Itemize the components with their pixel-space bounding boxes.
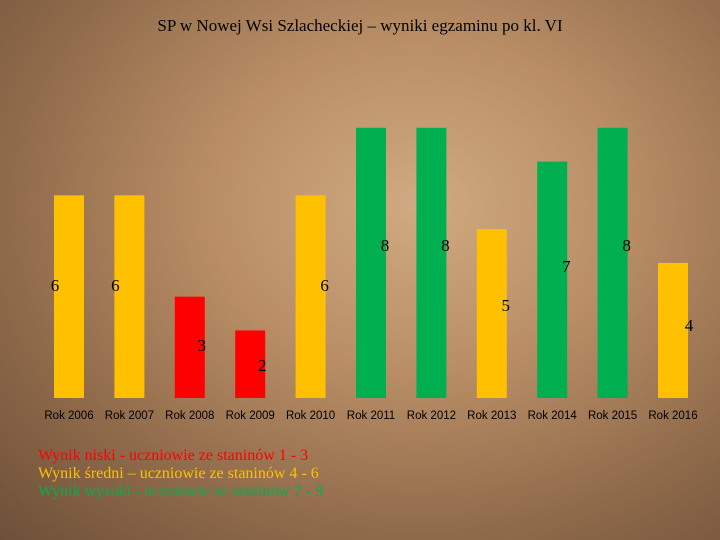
chart-title: SP w Nowej Wsi Szlacheckiej – wyniki egz… — [157, 16, 563, 35]
data-label: 6 — [320, 276, 329, 295]
x-tick-labels-group: Rok 2006 Rok 2007 Rok 2008 Rok 2009 Rok 2010… — [44, 410, 697, 422]
x-tick-label: Rok 2014 — [528, 410, 578, 422]
data-label: 6 — [111, 276, 120, 295]
bar-rok-2007 — [114, 195, 145, 398]
bar-rok-2013 — [476, 229, 507, 398]
x-tick-label: Rok 2006 — [44, 410, 93, 422]
legend: Wynik niski - uczniowie ze staninów 1 - … — [38, 447, 323, 501]
data-label: 8 — [441, 236, 450, 255]
data-label: 5 — [502, 296, 511, 315]
data-labels-group: 6 6 3 2 6 8 8 5 7 8 4 — [51, 236, 694, 375]
x-tick-label: Rok 2015 — [588, 410, 637, 422]
data-label: 8 — [381, 236, 390, 255]
bar-rok-2008 — [174, 296, 205, 398]
data-label: 3 — [198, 336, 207, 355]
legend-item-mid: Wynik średni – uczniowie ze staninów 4 -… — [38, 465, 319, 482]
x-tick-label: Rok 2013 — [467, 410, 516, 422]
bar-rok-2015 — [597, 127, 628, 399]
x-tick-label: Rok 2007 — [105, 410, 154, 422]
bars-group — [54, 127, 688, 399]
bar-rok-2016 — [658, 262, 688, 398]
x-tick-label: Rok 2008 — [165, 410, 214, 422]
bar-rok-2014 — [537, 161, 568, 398]
legend-item-low: Wynik niski - uczniowie ze staninów 1 - … — [38, 447, 309, 464]
legend-item-high: Wynik wysoki - uczniowie ze staninów 7 -… — [38, 483, 324, 500]
bar-rok-2012 — [416, 127, 447, 399]
bar-rok-2009 — [235, 330, 266, 398]
x-tick-label: Rok 2011 — [347, 410, 395, 422]
data-label: 6 — [51, 276, 60, 295]
data-label: 4 — [685, 316, 694, 335]
bar-rok-2010 — [295, 195, 326, 398]
x-tick-label: Rok 2012 — [407, 410, 456, 422]
data-label: 8 — [622, 236, 631, 255]
x-tick-label: Rok 2010 — [286, 410, 335, 422]
data-label: 7 — [562, 257, 571, 276]
x-tick-label: Rok 2016 — [648, 410, 697, 422]
bar-rok-2011 — [356, 127, 386, 399]
x-tick-label: Rok 2009 — [226, 410, 275, 422]
data-label: 2 — [258, 356, 267, 375]
bar-rok-2006 — [54, 195, 84, 398]
